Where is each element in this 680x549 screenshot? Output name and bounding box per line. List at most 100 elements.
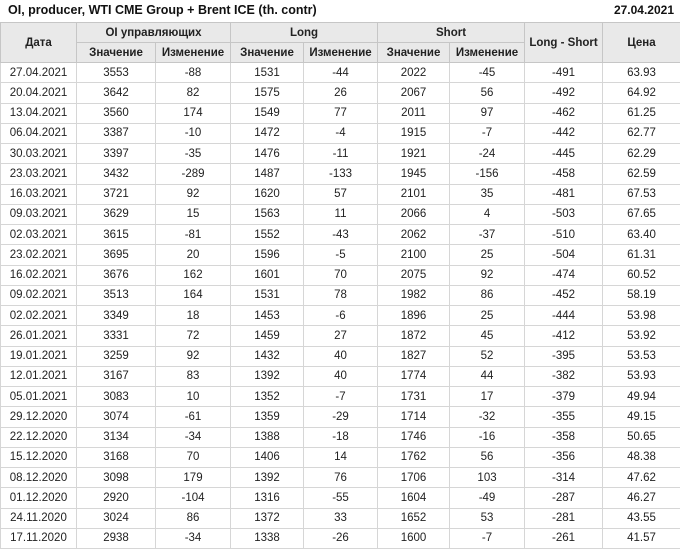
- oi-change-cell: 92: [156, 184, 231, 204]
- long-short-cell: -510: [525, 225, 603, 245]
- long-change-cell: 33: [304, 508, 378, 528]
- short-value-cell: 2100: [378, 245, 450, 265]
- short-value-cell: 1731: [378, 387, 450, 407]
- date-cell: 16.02.2021: [1, 265, 77, 285]
- oi-value-cell: 2920: [77, 488, 156, 508]
- price-cell: 48.38: [603, 447, 680, 467]
- col-header-price: Цена: [603, 23, 680, 63]
- long-value-cell: 1549: [231, 103, 304, 123]
- long-value-cell: 1392: [231, 366, 304, 386]
- oi-value-cell: 3721: [77, 184, 156, 204]
- price-cell: 64.92: [603, 83, 680, 103]
- short-value-cell: 1600: [378, 528, 450, 548]
- oi-change-cell: 162: [156, 265, 231, 285]
- col-header-long-short: Long - Short: [525, 23, 603, 63]
- oi-value-cell: 3167: [77, 366, 156, 386]
- date-cell: 29.12.2020: [1, 407, 77, 427]
- date-cell: 19.01.2021: [1, 346, 77, 366]
- oi-value-cell: 3083: [77, 387, 156, 407]
- short-value-cell: 1746: [378, 427, 450, 447]
- long-short-cell: -356: [525, 447, 603, 467]
- oi-change-cell: 83: [156, 366, 231, 386]
- price-cell: 53.93: [603, 366, 680, 386]
- long-change-cell: 11: [304, 204, 378, 224]
- date-cell: 12.01.2021: [1, 366, 77, 386]
- long-change-cell: -18: [304, 427, 378, 447]
- short-change-cell: -24: [450, 144, 525, 164]
- oi-value-cell: 3024: [77, 508, 156, 528]
- short-value-cell: 2062: [378, 225, 450, 245]
- long-change-cell: 27: [304, 326, 378, 346]
- price-cell: 50.65: [603, 427, 680, 447]
- long-change-cell: -44: [304, 63, 378, 83]
- col-header-long-value: Значение: [231, 43, 304, 63]
- long-value-cell: 1459: [231, 326, 304, 346]
- long-change-cell: -11: [304, 144, 378, 164]
- price-cell: 46.27: [603, 488, 680, 508]
- oi-change-cell: -35: [156, 144, 231, 164]
- long-change-cell: 77: [304, 103, 378, 123]
- col-header-short-value: Значение: [378, 43, 450, 63]
- short-value-cell: 1762: [378, 447, 450, 467]
- long-value-cell: 1453: [231, 306, 304, 326]
- short-value-cell: 2067: [378, 83, 450, 103]
- long-short-cell: -444: [525, 306, 603, 326]
- short-change-cell: 103: [450, 468, 525, 488]
- short-value-cell: 2066: [378, 204, 450, 224]
- long-value-cell: 1352: [231, 387, 304, 407]
- price-cell: 62.77: [603, 123, 680, 143]
- long-change-cell: -26: [304, 528, 378, 548]
- date-cell: 22.12.2020: [1, 427, 77, 447]
- price-cell: 53.53: [603, 346, 680, 366]
- long-value-cell: 1388: [231, 427, 304, 447]
- long-change-cell: -55: [304, 488, 378, 508]
- date-cell: 24.11.2020: [1, 508, 77, 528]
- date-cell: 06.04.2021: [1, 123, 77, 143]
- price-cell: 41.57: [603, 528, 680, 548]
- short-value-cell: 1714: [378, 407, 450, 427]
- long-short-cell: -314: [525, 468, 603, 488]
- oi-value-cell: 2938: [77, 528, 156, 548]
- long-short-cell: -462: [525, 103, 603, 123]
- price-cell: 49.94: [603, 387, 680, 407]
- date-cell: 15.12.2020: [1, 447, 77, 467]
- price-cell: 60.52: [603, 265, 680, 285]
- date-cell: 09.02.2021: [1, 285, 77, 305]
- oi-value-cell: 3629: [77, 204, 156, 224]
- short-change-cell: -7: [450, 123, 525, 143]
- page-title: OI, producer, WTI CME Group + Brent ICE …: [8, 3, 317, 17]
- short-value-cell: 1604: [378, 488, 450, 508]
- long-value-cell: 1338: [231, 528, 304, 548]
- long-value-cell: 1596: [231, 245, 304, 265]
- long-value-cell: 1552: [231, 225, 304, 245]
- date-cell: 02.03.2021: [1, 225, 77, 245]
- short-value-cell: 1915: [378, 123, 450, 143]
- short-change-cell: -16: [450, 427, 525, 447]
- oi-value-cell: 3397: [77, 144, 156, 164]
- col-group-long: Long: [231, 23, 378, 43]
- long-short-cell: -504: [525, 245, 603, 265]
- price-cell: 63.40: [603, 225, 680, 245]
- price-cell: 61.31: [603, 245, 680, 265]
- oi-value-cell: 3168: [77, 447, 156, 467]
- long-short-cell: -287: [525, 488, 603, 508]
- col-group-oi: OI управляющих: [77, 23, 231, 43]
- long-value-cell: 1406: [231, 447, 304, 467]
- oi-change-cell: 18: [156, 306, 231, 326]
- price-cell: 49.15: [603, 407, 680, 427]
- long-change-cell: -6: [304, 306, 378, 326]
- long-value-cell: 1487: [231, 164, 304, 184]
- short-value-cell: 1652: [378, 508, 450, 528]
- long-change-cell: -5: [304, 245, 378, 265]
- long-change-cell: 78: [304, 285, 378, 305]
- long-change-cell: 40: [304, 346, 378, 366]
- long-short-cell: -261: [525, 528, 603, 548]
